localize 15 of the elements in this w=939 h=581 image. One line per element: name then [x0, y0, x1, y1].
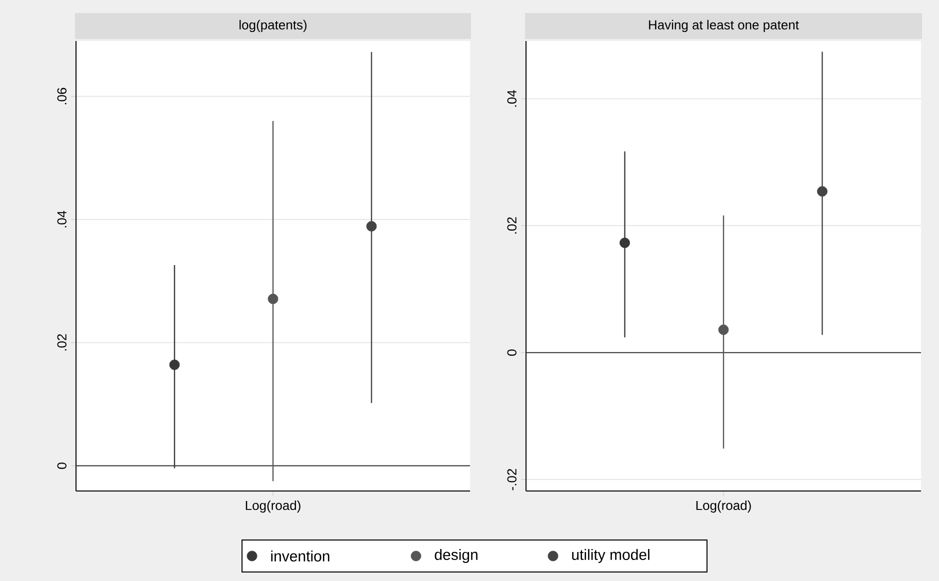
- y-tick-label: .02: [507, 217, 516, 234]
- chart-title: log(patents): [240, 20, 307, 32]
- legend-label: design: [434, 548, 478, 563]
- y-tick-label: 0: [57, 462, 66, 469]
- y-tick-label: .04: [57, 210, 66, 228]
- y-tick-label: .06: [57, 88, 66, 104]
- legend-label: utility model: [572, 548, 650, 563]
- y-tick-label: 0: [507, 350, 516, 356]
- y-tick-label: .02: [57, 334, 66, 350]
- x-tick-label: Log(road): [246, 500, 300, 513]
- legend-label: invention: [271, 550, 330, 562]
- x-tick-label: Log(road): [696, 500, 751, 513]
- chart-title: Having at least one patent: [649, 20, 799, 32]
- y-tick-label: -.02: [507, 469, 516, 490]
- y-tick-label: .04: [507, 90, 516, 107]
